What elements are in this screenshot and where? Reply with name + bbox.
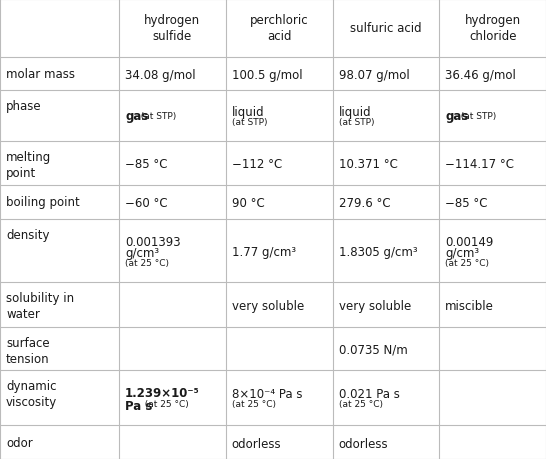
Text: 1.8305 g/cm³: 1.8305 g/cm³ <box>339 245 417 258</box>
Text: 10.371 °C: 10.371 °C <box>339 158 397 171</box>
Text: 0.021 Pa s: 0.021 Pa s <box>339 387 400 401</box>
Text: 1.77 g/cm³: 1.77 g/cm³ <box>232 245 296 258</box>
Text: (at STP): (at STP) <box>455 112 496 121</box>
Text: molar mass: molar mass <box>6 68 75 81</box>
Text: liquid: liquid <box>339 106 371 119</box>
Text: liquid: liquid <box>232 106 264 119</box>
Text: 8×10⁻⁴ Pa s: 8×10⁻⁴ Pa s <box>232 387 302 401</box>
Text: (at STP): (at STP) <box>339 118 374 127</box>
Text: g/cm³: g/cm³ <box>446 246 479 259</box>
Text: odorless: odorless <box>339 437 388 449</box>
Text: solubility in
water: solubility in water <box>6 291 74 320</box>
Text: −85 °C: −85 °C <box>125 158 168 171</box>
Text: (at 25 °C): (at 25 °C) <box>339 399 383 408</box>
Text: (at 25 °C): (at 25 °C) <box>232 399 276 408</box>
Text: −60 °C: −60 °C <box>125 197 168 210</box>
Text: very soluble: very soluble <box>339 299 411 312</box>
Text: perchloric
acid: perchloric acid <box>250 14 308 43</box>
Text: 34.08 g/mol: 34.08 g/mol <box>125 68 195 82</box>
Text: 0.0735 N/m: 0.0735 N/m <box>339 343 407 356</box>
Text: 100.5 g/mol: 100.5 g/mol <box>232 68 302 82</box>
Text: (at STP): (at STP) <box>135 112 176 121</box>
Text: 0.00149: 0.00149 <box>446 235 494 248</box>
Text: (at 25 °C): (at 25 °C) <box>125 258 169 267</box>
Text: 98.07 g/mol: 98.07 g/mol <box>339 68 410 82</box>
Text: −112 °C: −112 °C <box>232 158 282 171</box>
Text: odorless: odorless <box>232 437 281 449</box>
Text: 36.46 g/mol: 36.46 g/mol <box>446 68 516 82</box>
Text: Pa s: Pa s <box>125 399 152 412</box>
Text: gas: gas <box>125 110 149 123</box>
Text: surface
tension: surface tension <box>6 336 50 365</box>
Text: sulfuric acid: sulfuric acid <box>350 22 422 35</box>
Text: miscible: miscible <box>446 299 494 312</box>
Text: −114.17 °C: −114.17 °C <box>446 158 514 171</box>
Text: density: density <box>6 228 50 241</box>
Text: phase: phase <box>6 100 41 113</box>
Text: hydrogen
sulfide: hydrogen sulfide <box>144 14 200 43</box>
Text: (at 25 °C): (at 25 °C) <box>446 258 489 267</box>
Text: (at 25 °C): (at 25 °C) <box>139 399 189 408</box>
Text: g/cm³: g/cm³ <box>125 246 159 259</box>
Text: odor: odor <box>6 436 33 449</box>
Text: melting
point: melting point <box>6 150 51 179</box>
Text: 0.001393: 0.001393 <box>125 235 181 248</box>
Text: (at STP): (at STP) <box>232 118 268 127</box>
Text: −85 °C: −85 °C <box>446 197 488 210</box>
Text: gas: gas <box>446 110 468 123</box>
Text: 90 °C: 90 °C <box>232 197 265 210</box>
Text: very soluble: very soluble <box>232 299 304 312</box>
Text: boiling point: boiling point <box>6 196 80 209</box>
Text: 1.239×10⁻⁵: 1.239×10⁻⁵ <box>125 386 200 399</box>
Text: dynamic
viscosity: dynamic viscosity <box>6 379 57 408</box>
Text: 279.6 °C: 279.6 °C <box>339 197 390 210</box>
Text: hydrogen
chloride: hydrogen chloride <box>465 14 521 43</box>
